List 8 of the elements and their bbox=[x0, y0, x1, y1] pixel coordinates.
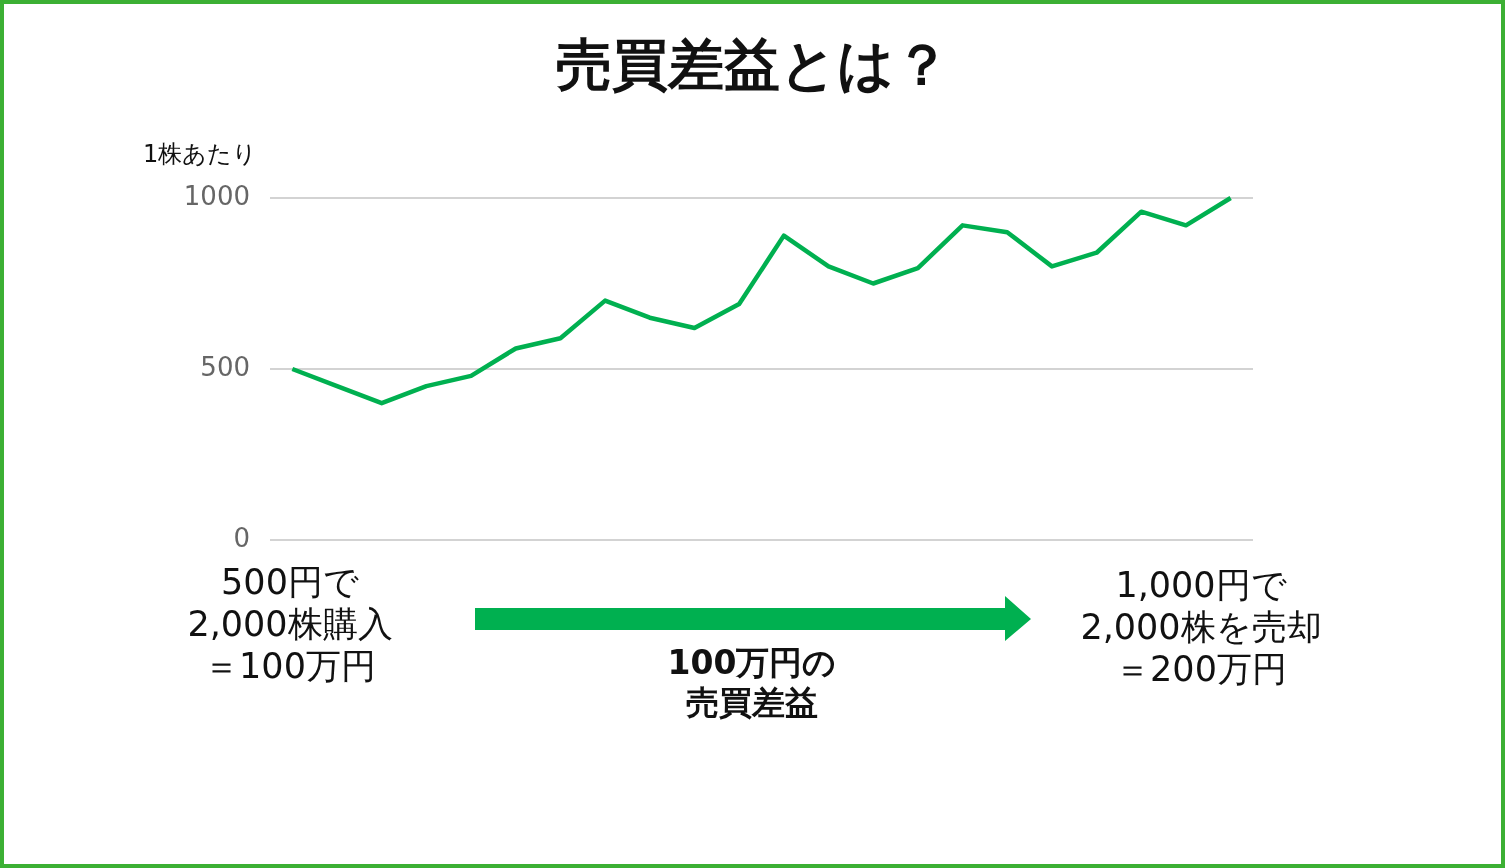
y-axis-title: 1株あたり bbox=[143, 139, 258, 169]
text: 1,000円で2,000株を売却＝200万円 bbox=[1079, 564, 1323, 690]
y-tick-label: 500 bbox=[200, 351, 250, 382]
text: 100万円の売買差益 bbox=[666, 643, 838, 723]
text: 500円で2,000株購入＝100万円 bbox=[186, 561, 394, 687]
y-tick-label: 1000 bbox=[183, 180, 250, 211]
y-tick-label: 0 bbox=[233, 522, 250, 553]
chart-title: 売買差益とは？ bbox=[554, 32, 951, 97]
